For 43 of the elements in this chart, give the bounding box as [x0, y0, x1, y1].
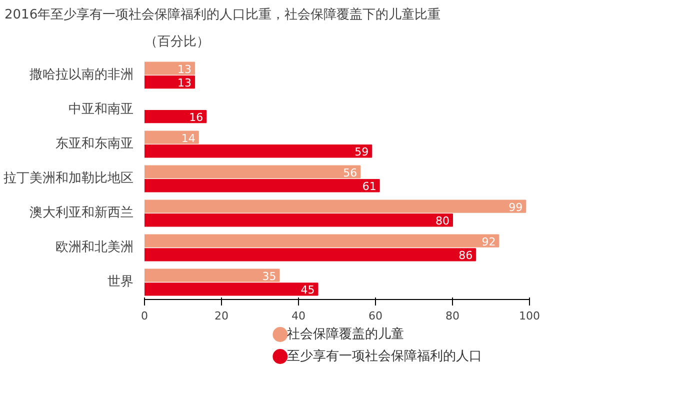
chart-title: 2016年至少享有一项社会保障福利的人口比重，社会保障覆盖下的儿童比重: [4, 6, 441, 22]
data-label: 56: [343, 166, 358, 180]
bar: [144, 110, 207, 124]
y-tick-label: 澳大利亚和新西兰: [30, 206, 134, 221]
x-tick-label: 80: [446, 310, 460, 322]
chart-subtitle: （百分比）: [144, 34, 210, 50]
data-label: 61: [362, 180, 376, 194]
y-tick-label: 拉丁美洲和加勒比地区: [4, 170, 134, 186]
y-tick-label: 欧洲和北美洲: [56, 239, 134, 256]
y-tick-label: 世界: [108, 274, 134, 290]
data-label: 16: [189, 111, 204, 124]
data-label: 14: [181, 132, 196, 145]
bar: [144, 76, 196, 89]
bar: [144, 165, 361, 178]
legend-label: 社会保障覆盖的儿童: [286, 326, 404, 342]
bar: [144, 234, 500, 248]
bar: [144, 130, 199, 144]
data-label: 86: [458, 249, 473, 262]
bar: [144, 268, 280, 282]
x-tick-label: 60: [368, 310, 382, 322]
data-label: 13: [178, 76, 192, 90]
bar: [144, 282, 318, 296]
data-label: 59: [354, 146, 369, 159]
bar: [144, 144, 372, 158]
data-label: 45: [300, 284, 315, 297]
y-tick-label: 东亚和东南亚: [56, 136, 134, 152]
data-label: 80: [436, 214, 450, 228]
bar: [144, 200, 526, 213]
x-tick-label: 0: [141, 310, 148, 322]
x-tick-label: 20: [214, 310, 228, 322]
bar: [144, 62, 196, 75]
data-label: 13: [178, 62, 192, 76]
bar: [144, 179, 380, 192]
bar: [144, 214, 453, 227]
x-tick-label: 40: [292, 310, 306, 322]
legend-label: 至少享有一项社会保障福利的人口: [286, 348, 482, 364]
data-label: 99: [508, 200, 523, 214]
data-label: 35: [262, 270, 276, 283]
y-tick-label: 中亚和南亚: [68, 102, 134, 118]
x-tick-label: 100: [519, 310, 540, 322]
y-tick-label: 撒哈拉以南的非洲: [30, 68, 134, 83]
bar: [144, 248, 476, 262]
data-label: 92: [482, 235, 496, 248]
